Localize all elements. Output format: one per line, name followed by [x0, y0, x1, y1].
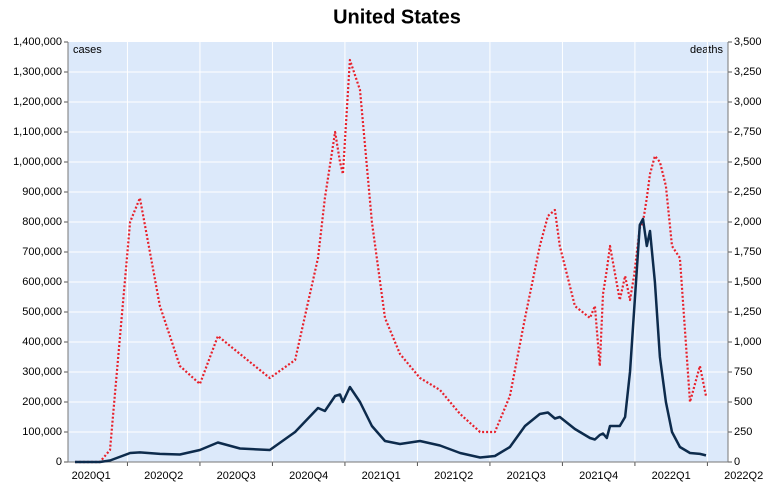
y-tick-label: 500,000 — [22, 306, 62, 318]
y-tick-label: 1,300,000 — [13, 66, 62, 78]
y-tick-label: 800,000 — [22, 216, 62, 228]
y-tick-label: 200,000 — [22, 396, 62, 408]
y-tick-label: 700,000 — [22, 246, 62, 258]
y-tick-label: 1,100,000 — [13, 126, 62, 138]
y-tick-label: 0 — [56, 456, 62, 468]
y2-tick-label: 1,000 — [734, 336, 762, 348]
y-tick-label: 100,000 — [22, 426, 62, 438]
y2-tick-label: 1,750 — [734, 246, 762, 258]
y-tick-label: 300,000 — [22, 366, 62, 378]
y2-tick-label: 0 — [734, 456, 740, 468]
y2-tick-label: 3,250 — [734, 66, 762, 78]
x-tick-label: 2020Q4 — [289, 470, 328, 482]
x-tick-label: 2021Q1 — [362, 470, 401, 482]
x-tick-label: 2020Q2 — [144, 470, 183, 482]
y2-tick-label: 2,000 — [734, 216, 762, 228]
x-tick-label: 2022Q1 — [652, 470, 691, 482]
x-tick-label: 2020Q3 — [217, 470, 256, 482]
y-tick-label: 900,000 — [22, 186, 62, 198]
y2-tick-label: 250 — [734, 426, 752, 438]
y2-axis-label: deaths — [690, 44, 724, 56]
y2-tick-label: 1,500 — [734, 276, 762, 288]
x-tick-label: 2021Q2 — [434, 470, 473, 482]
y2-tick-label: 2,500 — [734, 156, 762, 168]
x-tick-label: 2022Q2 — [724, 470, 763, 482]
series-line — [75, 58, 708, 464]
y2-tick-label: 500 — [734, 396, 752, 408]
y2-tick-label: 750 — [734, 366, 752, 378]
y-tick-label: 1,000,000 — [13, 156, 62, 168]
y2-tick-label: 3,000 — [734, 96, 762, 108]
y2-tick-label: 2,250 — [734, 186, 762, 198]
y-tick-label: 600,000 — [22, 276, 62, 288]
x-tick-label: 2021Q3 — [507, 470, 546, 482]
chart-title: United States — [333, 6, 461, 28]
y-axis-label: cases — [73, 44, 102, 56]
y-tick-label: 1,200,000 — [13, 96, 62, 108]
y2-tick-label: 2,750 — [734, 126, 762, 138]
x-tick-label: 2021Q4 — [579, 470, 618, 482]
y-tick-label: 1,400,000 — [13, 36, 62, 48]
y2-tick-label: 1,250 — [734, 306, 762, 318]
y-tick-label: 400,000 — [22, 336, 62, 348]
y2-tick-label: 3,500 — [734, 36, 762, 48]
series-line — [75, 217, 707, 464]
x-tick-label: 2020Q1 — [72, 470, 111, 482]
